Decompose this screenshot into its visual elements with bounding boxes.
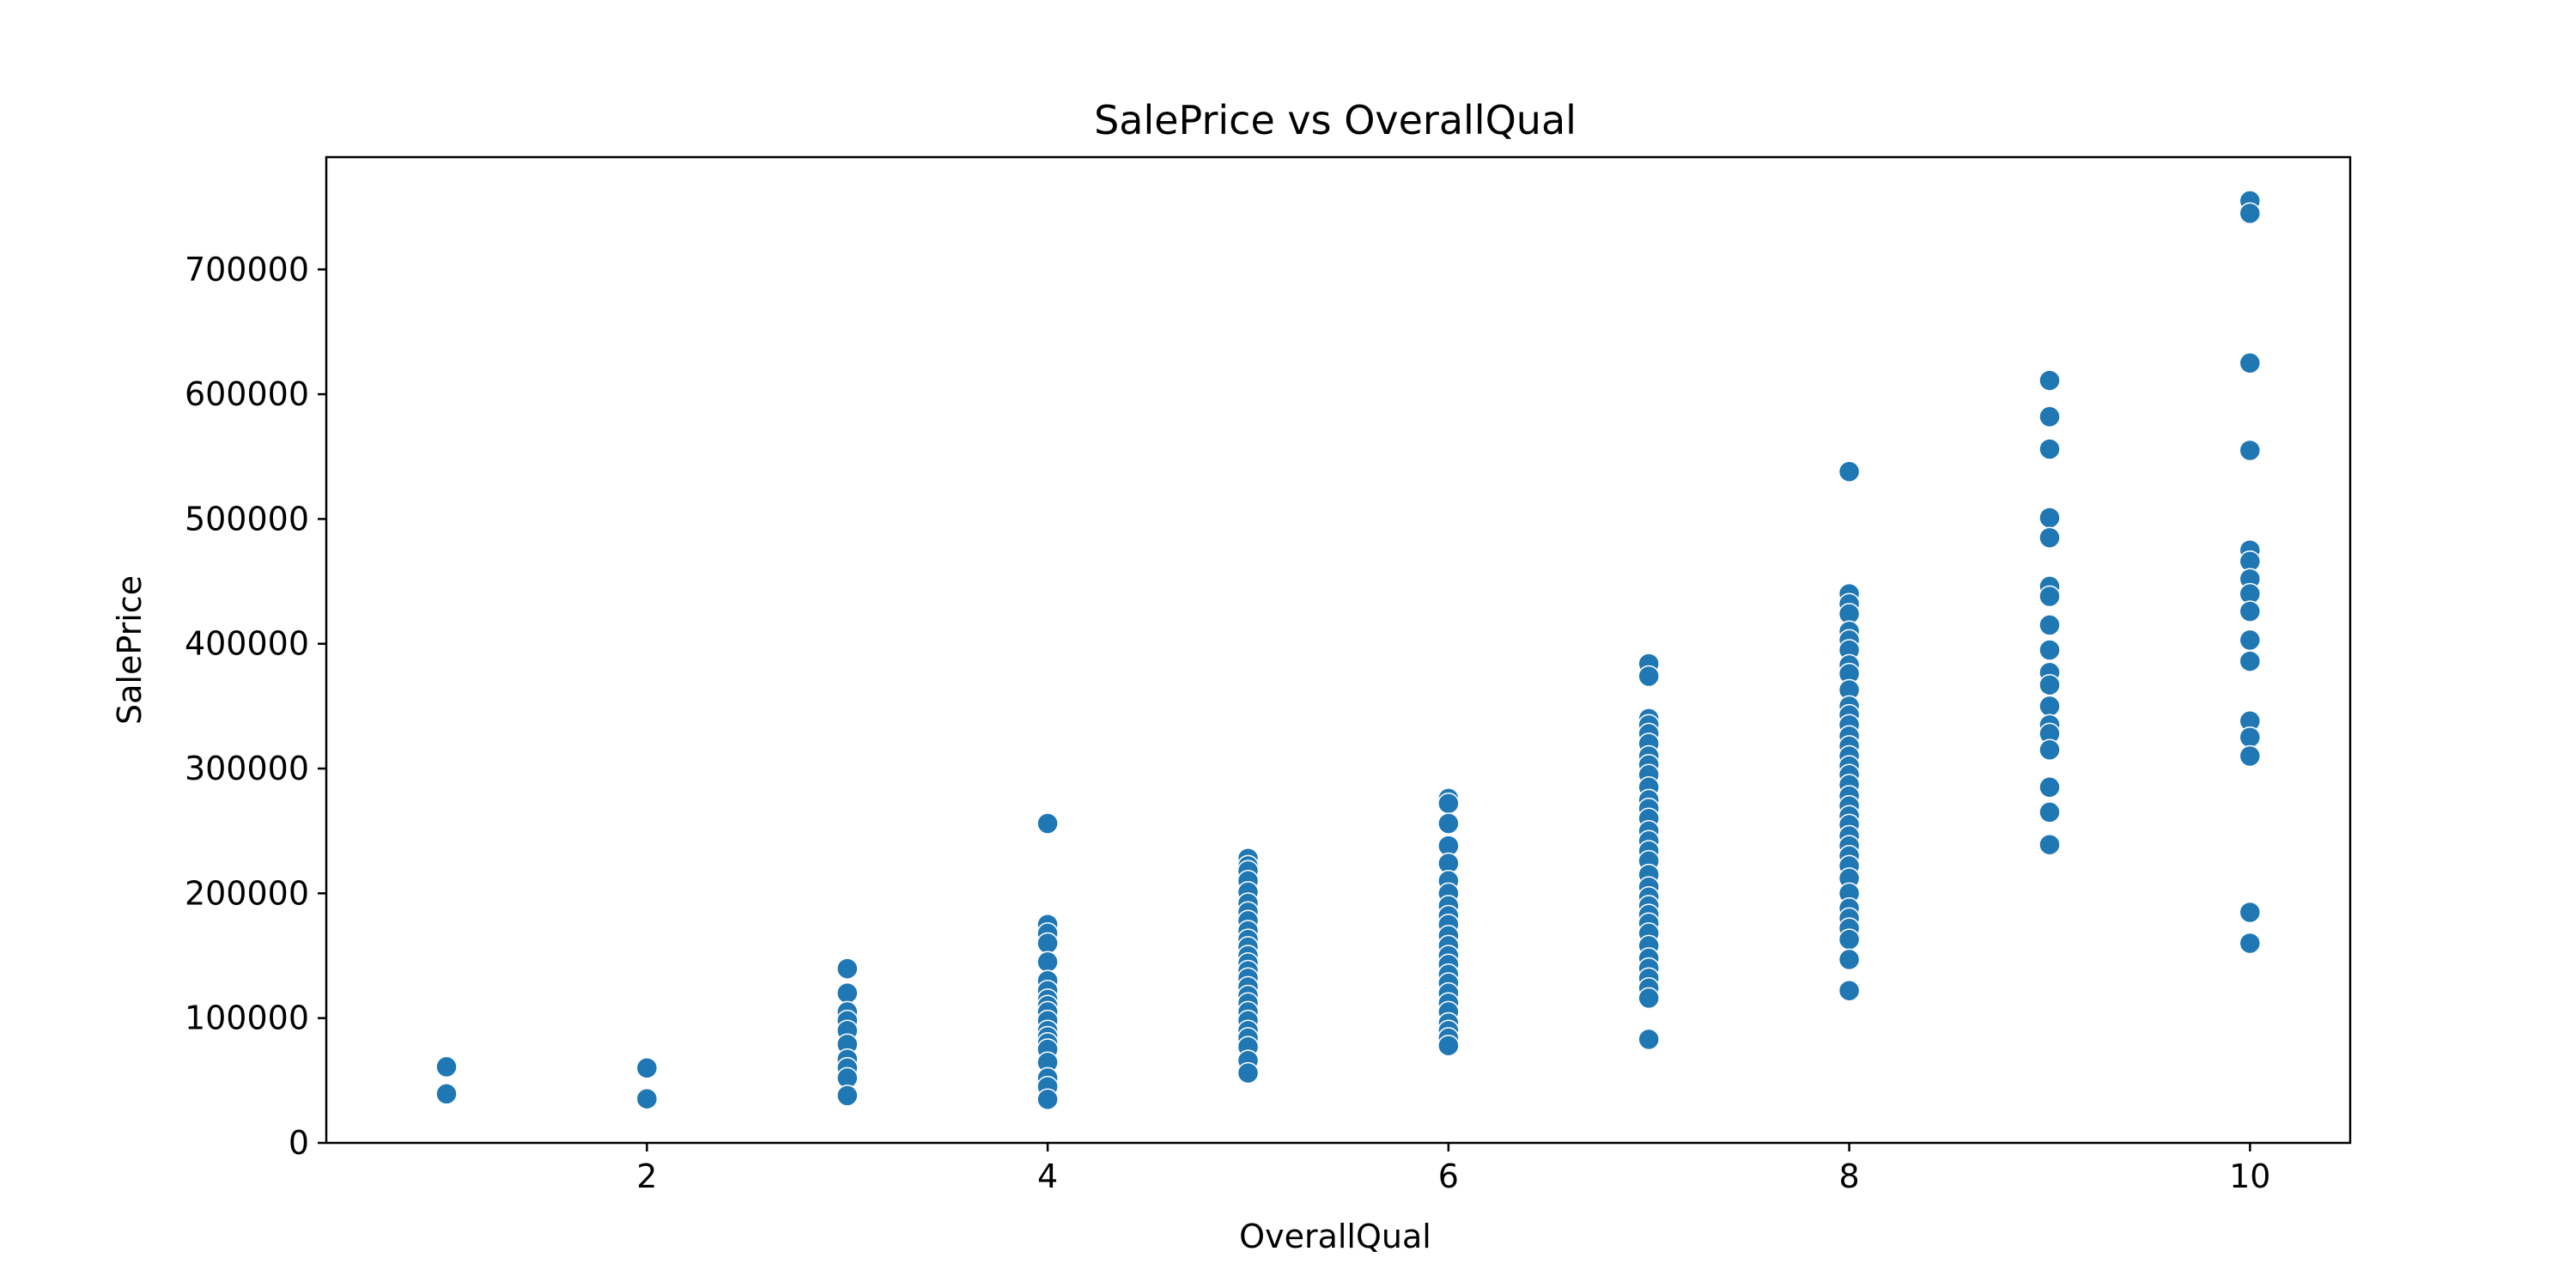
data-point [836,1084,859,1107]
data-point [1036,932,1059,955]
data-point [836,981,859,1005]
data-point [1036,812,1059,835]
data-point [2038,526,2061,549]
x-axis-label: OverallQual [1239,1218,1431,1255]
x-tick-label: 2 [636,1157,657,1195]
axis-ticks: 2 4 6 8 10 0 100000 200000 300000 400000 500000 600… [185,251,2271,1195]
data-point [2239,901,2262,924]
y-tick-label: 200000 [185,874,309,912]
data-point [635,1057,659,1079]
data-point [1236,1061,1260,1084]
chart-title: SalePrice vs OverallQual [1094,97,1577,143]
data-point [2038,507,2061,529]
data-point [2038,585,2061,608]
data-points [435,190,2262,1111]
data-point [2239,726,2262,749]
data-point [1437,812,1460,835]
x-tick-label: 8 [1838,1157,1859,1195]
data-point [2038,405,2061,428]
data-point [2038,833,2061,856]
y-tick-label: 100000 [185,999,309,1037]
y-tick-label: 0 [289,1124,309,1162]
plot-frame [325,155,2352,1145]
data-point [2239,600,2262,623]
data-point [1637,987,1660,1010]
data-point [2239,352,2262,374]
y-tick-label: 300000 [185,750,309,787]
data-point [635,1087,659,1110]
y-tick-label: 600000 [185,375,309,413]
x-tick-label: 6 [1438,1157,1459,1195]
data-point [1637,665,1660,688]
data-point [1036,1088,1059,1111]
data-point [1437,1034,1460,1057]
data-point [2038,438,2061,460]
data-point [1036,951,1059,974]
y-axis-label: SalePrice [111,575,149,725]
data-point [2038,738,2061,762]
data-point [1838,948,1861,971]
data-point [1437,792,1460,815]
y-tick-label: 500000 [185,500,309,538]
data-point [1838,979,1861,1002]
data-point [2239,744,2262,768]
data-point [1637,1028,1660,1051]
data-point [2038,639,2061,661]
data-point [2038,614,2061,636]
data-point [1838,928,1861,951]
data-point [2239,202,2262,225]
data-point [2239,629,2262,652]
y-tick-label: 700000 [185,251,309,289]
data-point [2239,650,2262,672]
data-point [435,1055,458,1078]
data-point [2038,695,2061,718]
data-point [836,957,859,980]
data-point [2038,801,2061,823]
y-tick-label: 400000 [185,625,309,663]
data-point [2038,369,2061,392]
x-tick-label: 4 [1037,1157,1058,1195]
x-tick-label: 10 [2229,1157,2270,1195]
data-point [2038,776,2061,799]
data-point [2239,439,2262,462]
data-point [1838,460,1861,483]
data-point [2239,932,2262,955]
data-point [2038,673,2061,696]
data-point [435,1083,458,1105]
